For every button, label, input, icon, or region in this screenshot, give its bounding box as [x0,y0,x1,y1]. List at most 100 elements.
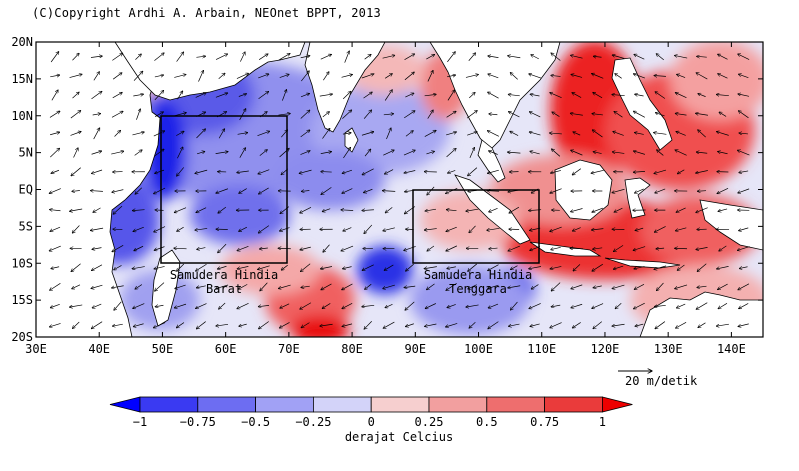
wind-vector [258,265,270,270]
wind-vector [510,301,518,310]
lon-label: 60E [215,342,237,356]
wind-vector [469,147,475,158]
wind-vector [530,94,540,96]
wind-vector [488,264,499,271]
wind-vector [530,323,540,327]
wind-vector [529,112,541,118]
wind-vector [469,322,476,328]
wind-vector [383,284,395,289]
wind-vector [386,128,391,140]
colorbar-title: derajat Celcius [345,430,453,444]
wind-vector [654,169,667,174]
wind-vector [112,189,124,193]
wind-vector [361,132,374,136]
wind-vector [197,248,206,250]
wind-vector [592,130,603,138]
lat-label: 5N [19,146,33,160]
wind-vector [696,207,708,213]
wind-vector [488,151,498,155]
wind-vector [675,284,688,289]
wind-vector [612,284,625,289]
wind-vector [572,322,581,328]
wind-vector [551,75,561,76]
wind-vector [634,132,644,134]
wind-vector [488,321,499,329]
wind-vector [50,148,59,158]
wind-vector [425,303,436,309]
wind-vector [612,55,625,59]
wind-vector [322,303,331,308]
wind-vector [133,323,144,327]
wind-vector [403,150,415,156]
colorbar-tick-label: −0.25 [295,415,331,429]
lat-label: 10N [11,109,33,123]
wind-vector [135,187,143,194]
wind-vector [112,323,123,326]
land-arabia [114,42,306,101]
wind-vector [300,263,311,272]
wind-vector [362,168,374,175]
wind-vector [342,323,353,327]
wind-vector [383,321,395,328]
wind-vector [677,264,685,270]
wind-vector [633,246,646,251]
wind-vector [405,131,413,137]
wind-vector [404,72,414,81]
wind-vector [654,305,666,306]
colorbar-tick-label: 0.75 [530,415,559,429]
wind-vector [300,93,310,98]
wind-vector [176,131,184,136]
wind-vector [549,133,562,134]
colorbar-max-arrow [602,396,633,413]
wind-vector [696,152,708,153]
wind-vector [176,322,185,328]
wind-vector [299,169,312,173]
wind-vector [51,169,60,173]
wind-vector [111,285,124,288]
wind-vector [72,321,80,329]
wind-vector [111,111,123,118]
wind-vector [364,54,371,60]
wind-vector [73,148,79,158]
colorbar-tick-label: −0.5 [241,415,270,429]
wind-vector [404,54,415,60]
wind-vector [92,303,102,308]
wind-vector [364,224,373,234]
wind-vector [240,52,245,62]
wind-vector [134,150,143,156]
wind-vector [427,110,433,119]
wind-vector [737,246,750,251]
wind-vector [258,187,269,194]
wind-vector [739,303,749,308]
wind-vector [133,94,143,96]
wind-vector [51,90,58,101]
wind-vector [111,151,124,155]
lat-label: 15N [11,72,33,86]
wind-vector [529,132,541,136]
wind-vector [195,228,208,230]
wind-vector [508,94,520,95]
wind-vector [93,128,100,140]
lat-label: EQ [19,183,33,197]
wind-vector [91,264,103,271]
wind-vector [258,305,270,306]
wind-vector [571,284,583,289]
wind-vector [341,75,353,78]
wind-vector [239,109,246,121]
wind-vector [676,131,686,136]
wind-vector [114,265,122,269]
wind-vector [215,93,228,98]
wind-vector [322,128,329,139]
wind-vector [530,151,540,155]
wind-vector [216,324,229,326]
wind-vector [717,188,729,193]
wind-vector [323,244,330,253]
wind-vector [738,54,750,60]
wind-vector [445,188,458,193]
wind-vector [176,52,184,62]
wind-vector [133,303,145,309]
wind-vector [571,74,583,78]
wind-vector [717,283,728,290]
colorbar-swatch [370,396,430,413]
wind-vector [633,302,645,309]
